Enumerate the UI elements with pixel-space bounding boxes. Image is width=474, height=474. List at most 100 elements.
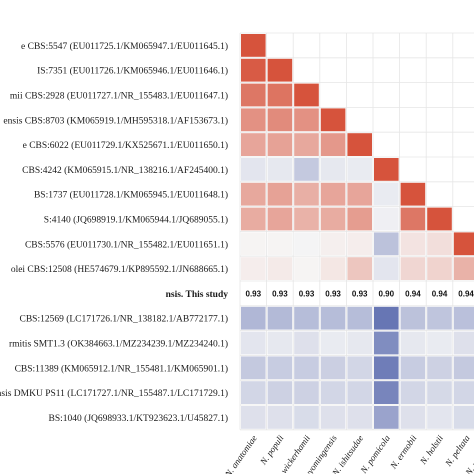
- heatmap-cell: [320, 158, 346, 181]
- heatmap-cell: [374, 158, 399, 181]
- heatmap-cell: [347, 182, 372, 206]
- heatmap-cell: [294, 182, 319, 206]
- heatmap-cell: [374, 207, 399, 231]
- heatmap-cell: [400, 257, 426, 280]
- heatmap-cell: [374, 182, 399, 206]
- row-label: e CBS:5547 (EU011725.1/KM065947.1/EU0116…: [21, 41, 228, 52]
- cell-value-label: 0.94: [405, 289, 421, 298]
- column-label: N. ermobii: [388, 433, 419, 472]
- heatmap-cell: [347, 207, 372, 231]
- cell-value-label: 0.93: [272, 289, 288, 298]
- heatmap-cell: [453, 406, 474, 429]
- heatmap-cell: [267, 356, 293, 380]
- heatmap-cell: [347, 257, 372, 280]
- heatmap-cell: [347, 158, 372, 181]
- heatmap-cell: [400, 182, 426, 206]
- heatmap-cell: [267, 158, 293, 181]
- cell-value-label: 0.90: [379, 289, 395, 298]
- heatmap-cell: [320, 306, 346, 330]
- heatmap-cell: [241, 133, 266, 156]
- heatmap-cell: [427, 381, 452, 404]
- row-label: BS:1040 (JQ698933.1/KT923623.1/U45827.1): [49, 413, 228, 424]
- row-label: CBS:12569 (LC171726.1/NR_138182.1/AB7721…: [20, 314, 229, 325]
- column-label: N. anatomiae: [222, 433, 259, 474]
- heatmap-cell: [400, 356, 426, 380]
- row-label: CBS:11389 (KM065912.1/NR_155481.1/KM0659…: [15, 363, 228, 374]
- heatmap-cell: [320, 108, 346, 132]
- heatmap-cell: [400, 232, 426, 256]
- cell-value-label: 0.94: [432, 289, 448, 298]
- heatmap-cell: [427, 306, 452, 330]
- cell-value-label: 0.93: [299, 289, 315, 298]
- heatmap-cell: [320, 356, 346, 380]
- heatmap-cell: [241, 406, 266, 429]
- heatmap-cell: [241, 356, 266, 380]
- heatmap-cell: [347, 306, 372, 330]
- heatmap-cell: [241, 331, 266, 355]
- heatmap-cell: [374, 381, 399, 404]
- heatmap-cell: [241, 232, 266, 256]
- heatmap-cell: [347, 331, 372, 355]
- cell-value-label: 0.94: [458, 289, 474, 298]
- heatmap-cells: [241, 34, 474, 429]
- heatmap-cell: [347, 133, 372, 156]
- heatmap-cell: [267, 108, 293, 132]
- column-label: N. peltata: [443, 433, 472, 469]
- row-label: olei CBS:12508 (HE574679.1/KP895592.1/JN…: [11, 264, 228, 275]
- row-label: CBS:4242 (KM065915.1/NR_138216.1/AF24540…: [22, 165, 228, 176]
- heatmap-cell: [374, 257, 399, 280]
- heatmap-cell: [267, 58, 293, 82]
- heatmap-cell: [453, 306, 474, 330]
- row-label: CBS:5576 (EU011730.1/NR_155482.1/EU01165…: [25, 239, 228, 250]
- row-label: S:4140 (JQ698919.1/KM065944.1/JQ689055.1…: [44, 215, 228, 226]
- heatmap-cell: [427, 406, 452, 429]
- heatmap-cell: [267, 207, 293, 231]
- row-label: IS:7351 (EU011726.1/KM065946.1/EU011646.…: [37, 66, 228, 77]
- row-label: BS:1737 (EU011728.1/KM065945.1/EU011648.…: [34, 190, 228, 201]
- heatmap-cell: [267, 306, 293, 330]
- heatmap-cell: [453, 331, 474, 355]
- heatmap-cell: [427, 207, 452, 231]
- heatmap-cell: [294, 306, 319, 330]
- cell-value-label: 0.93: [325, 289, 341, 298]
- heatmap-cell: [241, 83, 266, 107]
- heatmap-cell: [294, 232, 319, 256]
- grid-lines: [239, 32, 474, 431]
- heatmap-cell: [294, 331, 319, 355]
- heatmap-cell: [453, 232, 474, 256]
- heatmap-cell: [294, 133, 319, 156]
- heatmap-cell: [267, 331, 293, 355]
- heatmap-cell: [241, 108, 266, 132]
- heatmap-cell: [294, 257, 319, 280]
- heatmap-cell: [427, 331, 452, 355]
- heatmap-cell: [241, 58, 266, 82]
- row-label: nsis. This study: [166, 290, 229, 300]
- heatmap-cell: [374, 356, 399, 380]
- heatmap-cell: [320, 381, 346, 404]
- heatmap-cell: [400, 306, 426, 330]
- highlight-row-values: 0.930.930.930.930.930.900.940.940.940.9: [246, 289, 474, 298]
- heatmap-cell: [267, 381, 293, 404]
- heatmap-cell: [374, 306, 399, 330]
- heatmap-cell: [294, 356, 319, 380]
- heatmap-cell: [427, 257, 452, 280]
- row-label: ensis CBS:8703 (KM065919.1/MH595318.1/AF…: [3, 115, 228, 126]
- heatmap-cell: [427, 232, 452, 256]
- row-label: ensis DMKU PS11 (LC171727.1/NR_155487.1/…: [0, 388, 228, 399]
- heatmap-cell: [267, 257, 293, 280]
- heatmap-cell: [241, 207, 266, 231]
- heatmap-cell: [267, 133, 293, 156]
- heatmap-cell: [347, 406, 372, 429]
- heatmap-cell: [400, 331, 426, 355]
- heatmap-cell: [320, 182, 346, 206]
- column-label: N. holstii: [417, 433, 445, 467]
- heatmap-cell: [347, 356, 372, 380]
- heatmap-cell: [374, 232, 399, 256]
- heatmap-cell: [241, 34, 266, 57]
- heatmap-cell: [347, 381, 372, 404]
- heatmap-cell: [374, 331, 399, 355]
- heatmap-cell: [400, 381, 426, 404]
- heatmap-cell: [294, 108, 319, 132]
